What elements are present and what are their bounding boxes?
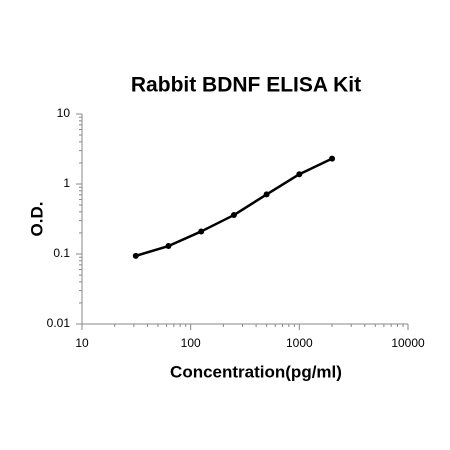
- chart-title: Rabbit BDNF ELISA Kit: [131, 74, 361, 97]
- data-point: [198, 228, 205, 235]
- data-point: [165, 243, 172, 250]
- data-point: [263, 191, 270, 198]
- y-tick-label: 10: [57, 106, 71, 120]
- x-tick-label: 1000: [286, 336, 313, 350]
- x-axis-label: Concentration(pg/ml): [170, 362, 342, 381]
- data-point: [230, 212, 237, 219]
- data-point: [296, 171, 303, 178]
- data-line: [135, 157, 333, 258]
- y-tick-label: 1: [63, 176, 70, 190]
- y-tick-label: 0.01: [47, 316, 71, 330]
- x-tick-label: 10: [75, 336, 89, 350]
- data-point: [132, 252, 139, 259]
- y-tick-label: 0.1: [53, 246, 70, 260]
- y-axis-label: O.D.: [27, 202, 46, 237]
- x-tick-label: 10000: [391, 336, 425, 350]
- data-point: [329, 155, 336, 162]
- x-tick-label: 100: [181, 336, 201, 350]
